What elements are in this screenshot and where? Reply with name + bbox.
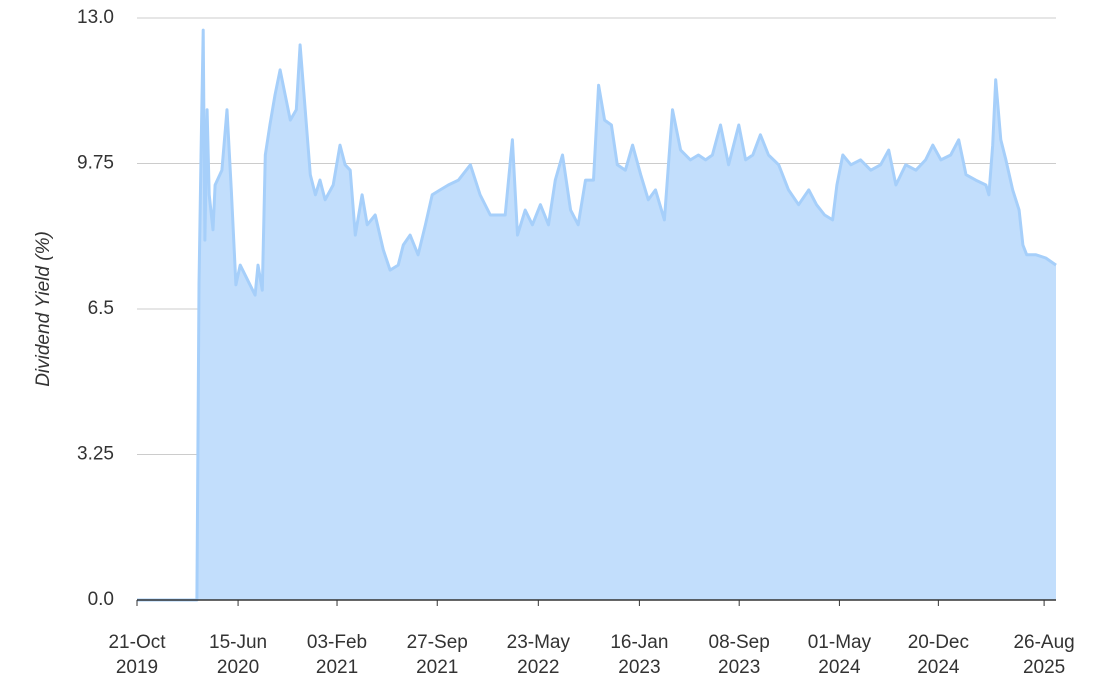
area: [137, 30, 1056, 601]
x-tick-label-line: 2024: [917, 657, 960, 678]
x-tick-label: 03-Feb 2021: [307, 632, 367, 678]
x-tick-label-line: 23-May: [507, 632, 571, 653]
x-tick-label-line: 03-Feb: [307, 632, 367, 653]
x-tick-label-line: 26-Aug: [1013, 632, 1074, 653]
y-axis-label: Dividend Yield (%): [33, 231, 54, 387]
x-tick-label: 20-Dec 2024: [908, 632, 969, 678]
x-tick-label-line: 16-Jan: [610, 632, 668, 653]
x-tick-label-line: 21-Oct: [108, 632, 166, 653]
x-tick-label-line: 2019: [116, 657, 158, 678]
x-tick-label-line: 08-Sep: [709, 632, 770, 653]
x-tick-label: 21-Oct 2019: [108, 632, 166, 678]
x-tick-label-line: 2023: [718, 657, 760, 678]
x-tick-label-line: 15-Jun: [209, 632, 267, 653]
y-tick-label: 0.0: [88, 589, 114, 610]
x-tick-label-line: 20-Dec: [908, 632, 969, 653]
x-tick-label-line: 27-Sep: [407, 632, 468, 653]
x-tick-label-line: 2022: [517, 657, 559, 678]
y-tick-label: 6.5: [88, 298, 114, 319]
x-tick-label: 08-Sep 2023: [709, 632, 770, 678]
x-tick-label: 26-Aug 2025: [1013, 632, 1074, 678]
x-tick-label-line: 01-May: [808, 632, 872, 653]
x-tick-label: 23-May 2022: [507, 632, 571, 678]
x-tick-label: 27-Sep 2021: [407, 632, 468, 678]
x-tick-label: 16-Jan 2023: [610, 632, 668, 678]
line: [137, 28, 1057, 602]
x-tick-label-line: 2024: [818, 657, 861, 678]
y-tick-label: 3.25: [77, 444, 114, 465]
y-tick-label: 9.75: [77, 153, 114, 174]
x-tick-label-line: 2021: [316, 657, 358, 678]
x-tick-label: 15-Jun 2020: [209, 632, 267, 678]
x-tick-label-line: 2025: [1023, 657, 1065, 678]
x-tick-label-line: 2023: [618, 657, 660, 678]
x-tick-label-line: 2020: [217, 657, 259, 678]
x-tick-label: 01-May 2024: [808, 632, 872, 678]
x-tick-label-line: 2021: [416, 657, 458, 678]
y-tick-label: 13.0: [77, 7, 114, 28]
